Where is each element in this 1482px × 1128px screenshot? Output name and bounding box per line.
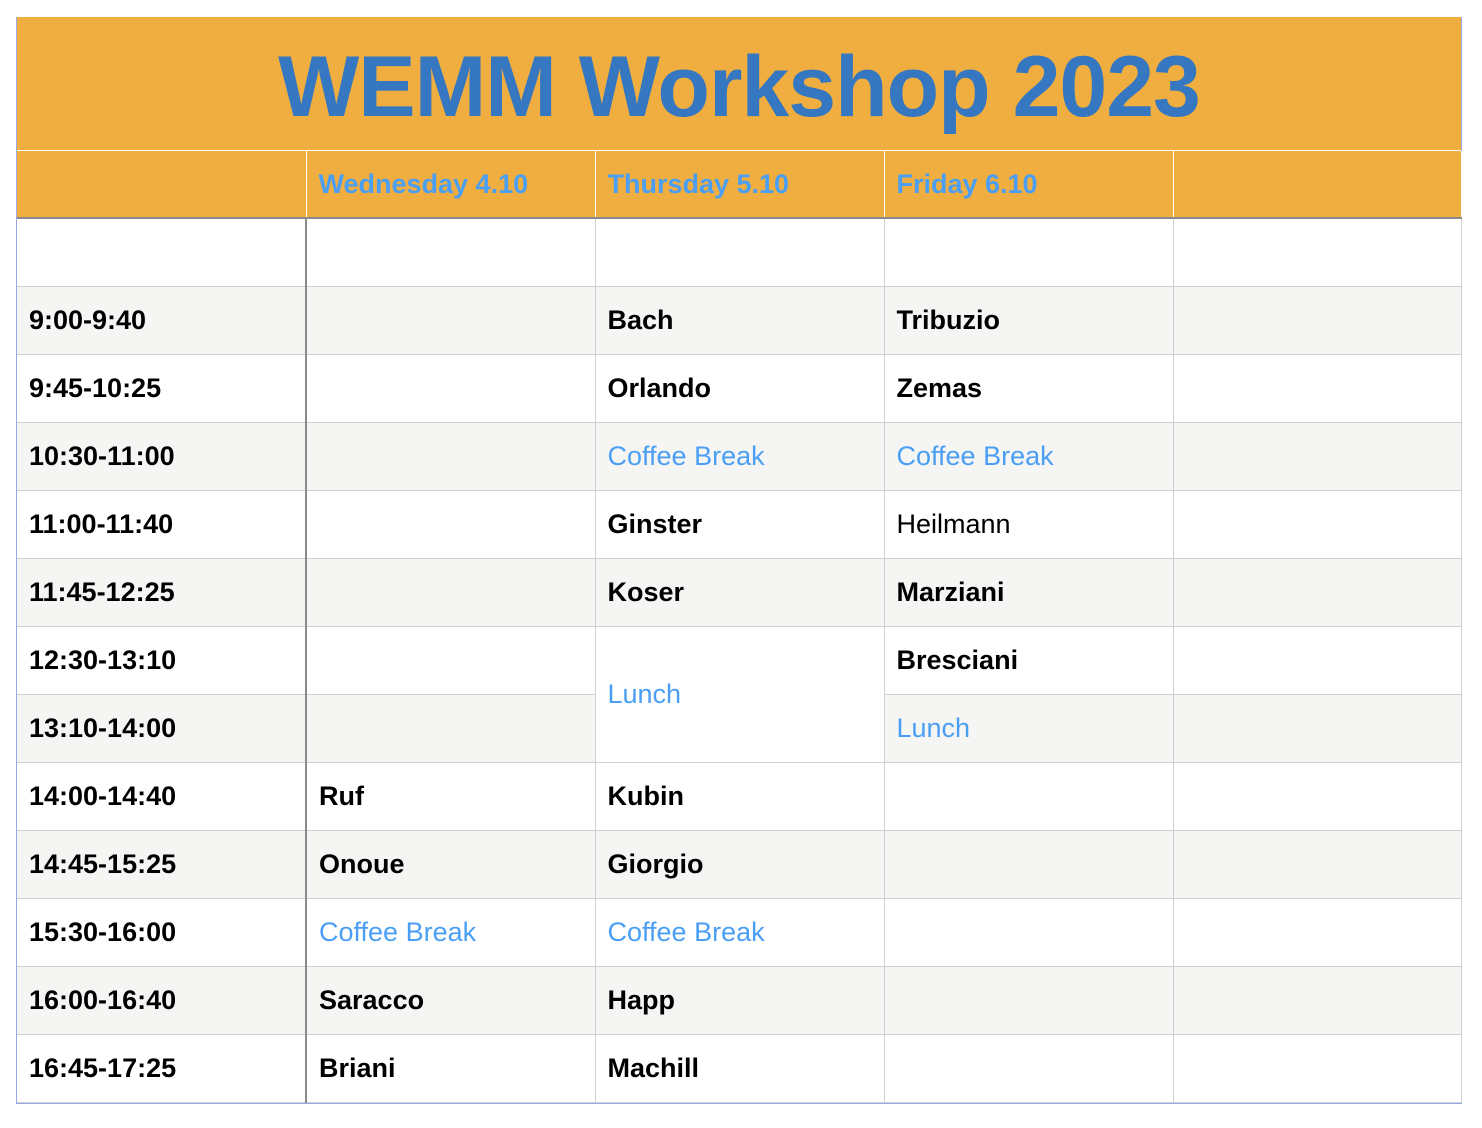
session-cell[interactable]: [1172, 694, 1462, 763]
column-header[interactable]: Friday 6.10: [883, 151, 1174, 219]
session-cell[interactable]: [1172, 966, 1462, 1035]
table-row: 15:30-16:00 Coffee Break Coffee Break: [17, 898, 1462, 967]
time-cell[interactable]: 11:45-12:25: [17, 558, 307, 627]
session-cell[interactable]: [1172, 1034, 1462, 1103]
session-cell[interactable]: Tribuzio: [883, 286, 1174, 355]
table-row: 14:45-15:25 Onoue Giorgio: [17, 830, 1462, 899]
table-row: 11:00-11:40 Ginster Heilmann: [17, 490, 1462, 559]
session-cell[interactable]: [1172, 898, 1462, 967]
session-cell[interactable]: [305, 490, 596, 559]
session-cell[interactable]: [305, 694, 596, 763]
header-row: Wednesday 4.10 Thursday 5.10 Friday 6.10: [17, 151, 1462, 219]
column-header[interactable]: [1172, 151, 1462, 219]
time-cell[interactable]: 15:30-16:00: [17, 898, 307, 967]
time-cell[interactable]: 9:45-10:25: [17, 354, 307, 423]
session-cell[interactable]: [1172, 762, 1462, 831]
table-row: 12:30-13:10 Lunch Bresciani: [17, 626, 1462, 763]
session-cell[interactable]: Coffee Break: [594, 898, 885, 967]
session-cell[interactable]: Zemas: [883, 354, 1174, 423]
session-cell[interactable]: Onoue: [305, 830, 596, 899]
time-cell[interactable]: 16:00-16:40: [17, 966, 307, 1035]
session-cell[interactable]: Happ: [594, 966, 885, 1035]
session-cell[interactable]: Briani: [305, 1034, 596, 1103]
table-row: 14:00-14:40 Ruf Kubin: [17, 762, 1462, 831]
session-cell[interactable]: Coffee Break: [594, 422, 885, 491]
session-cell[interactable]: [1172, 422, 1462, 491]
session-cell[interactable]: [883, 898, 1174, 967]
session-cell[interactable]: [883, 830, 1174, 899]
session-cell[interactable]: Lunch: [883, 694, 1174, 763]
session-cell[interactable]: Coffee Break: [883, 422, 1174, 491]
session-cell[interactable]: Lunch: [594, 626, 885, 763]
session-cell[interactable]: Heilmann: [883, 490, 1174, 559]
session-cell[interactable]: [305, 286, 596, 355]
session-cell[interactable]: [1172, 830, 1462, 899]
time-cell[interactable]: 12:30-13:10: [17, 626, 307, 695]
session-cell[interactable]: [1172, 354, 1462, 423]
session-cell[interactable]: [1172, 626, 1462, 695]
session-cell[interactable]: [1172, 217, 1462, 287]
table-row: 9:45-10:25 Orlando Zemas: [17, 354, 1462, 423]
table-row: 16:45-17:25 Briani Machill: [17, 1034, 1462, 1103]
session-cell[interactable]: Ruf: [305, 762, 596, 831]
time-cell[interactable]: 10:30-11:00: [17, 422, 307, 491]
time-cell[interactable]: 16:45-17:25: [17, 1034, 307, 1103]
column-header[interactable]: Wednesday 4.10: [305, 151, 596, 219]
time-cell[interactable]: 9:00-9:40: [17, 286, 307, 355]
session-cell[interactable]: Machill: [594, 1034, 885, 1103]
table-row: 10:30-11:00 Coffee Break Coffee Break: [17, 422, 1462, 491]
session-cell[interactable]: Kubin: [594, 762, 885, 831]
session-cell[interactable]: Bach: [594, 286, 885, 355]
session-cell[interactable]: Ginster: [594, 490, 885, 559]
session-cell[interactable]: [1172, 558, 1462, 627]
session-cell[interactable]: Koser: [594, 558, 885, 627]
time-cell[interactable]: 14:45-15:25: [17, 830, 307, 899]
column-header[interactable]: [17, 151, 307, 219]
time-cell[interactable]: [17, 217, 307, 287]
session-cell[interactable]: [305, 558, 596, 627]
schedule-sheet: WEMM Workshop 2023 Wednesday 4.10 Thursda…: [16, 17, 1462, 1104]
column-header[interactable]: Thursday 5.10: [594, 151, 885, 219]
session-cell[interactable]: [305, 217, 596, 287]
schedule-table: Wednesday 4.10 Thursday 5.10 Friday 6.10 9:…: [17, 151, 1462, 1103]
table-row: [17, 217, 1462, 287]
session-cell[interactable]: [594, 217, 885, 287]
sheet-title: WEMM Workshop 2023: [17, 17, 1461, 151]
session-cell[interactable]: Coffee Break: [305, 898, 596, 967]
session-cell[interactable]: [883, 966, 1174, 1035]
session-cell[interactable]: [305, 354, 596, 423]
session-cell[interactable]: Giorgio: [594, 830, 885, 899]
session-cell[interactable]: [883, 762, 1174, 831]
session-cell[interactable]: [883, 1034, 1174, 1103]
session-cell[interactable]: [1172, 286, 1462, 355]
table-row: 13:10-14:00 Lunch: [17, 694, 1462, 763]
time-cell[interactable]: 11:00-11:40: [17, 490, 307, 559]
table-row: 9:00-9:40 Bach Tribuzio: [17, 286, 1462, 355]
session-cell[interactable]: Bresciani: [883, 626, 1174, 695]
session-cell[interactable]: [1172, 490, 1462, 559]
session-cell[interactable]: [305, 422, 596, 491]
table-row: 16:00-16:40 Saracco Happ: [17, 966, 1462, 1035]
session-cell[interactable]: [305, 626, 596, 695]
session-cell[interactable]: Marziani: [883, 558, 1174, 627]
time-cell[interactable]: 14:00-14:40: [17, 762, 307, 831]
session-cell[interactable]: Orlando: [594, 354, 885, 423]
table-row: 11:45-12:25 Koser Marziani: [17, 558, 1462, 627]
time-cell[interactable]: 13:10-14:00: [17, 694, 307, 763]
session-cell[interactable]: Saracco: [305, 966, 596, 1035]
session-cell[interactable]: [883, 217, 1174, 287]
